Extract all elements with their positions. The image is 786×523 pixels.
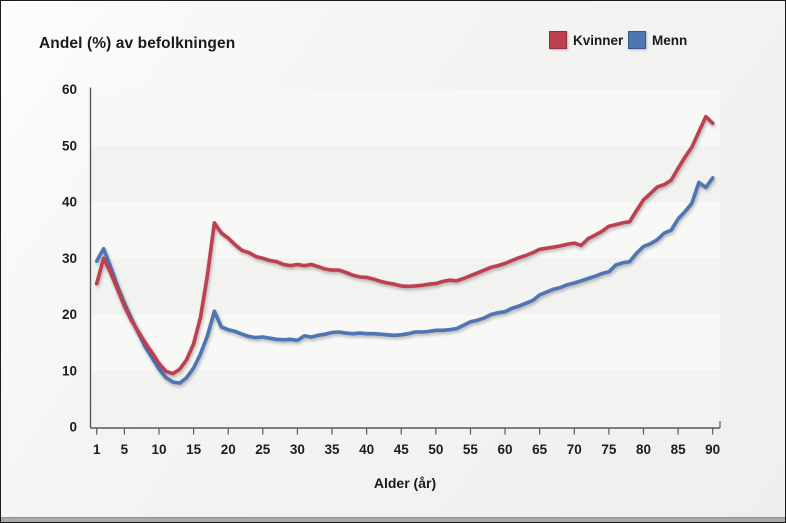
legend-label-menn: Menn	[652, 32, 688, 48]
y-tick-label: 10	[62, 363, 77, 378]
menn-color-swatch	[628, 31, 646, 49]
y-tick-label: 30	[62, 251, 77, 266]
x-tick-label: 65	[532, 442, 548, 457]
x-tick-label: 60	[498, 442, 513, 457]
legend-item-menn: Menn	[628, 31, 687, 49]
x-tick-label: 30	[290, 442, 305, 457]
y-tick-label: 50	[62, 138, 77, 153]
kvinner-color-swatch	[549, 31, 567, 49]
grid-band	[91, 370, 720, 427]
y-tick-label: 20	[62, 307, 77, 322]
y-tick-label: 40	[62, 195, 77, 210]
x-tick-label: 55	[463, 442, 479, 457]
y-tick-label: 0	[69, 420, 77, 435]
x-tick-label: 20	[221, 442, 236, 457]
legend-label-kvinner: Kvinner	[573, 32, 624, 48]
grid-band	[91, 89, 720, 146]
grid-band	[91, 202, 720, 259]
x-tick-label: 25	[255, 442, 271, 457]
footer-bar	[1, 517, 785, 522]
series-line-menn	[94, 176, 715, 385]
x-tick-label: 40	[359, 442, 374, 457]
x-tick-label: 1	[93, 442, 101, 457]
x-tick-label: 70	[567, 442, 582, 457]
x-tick-label: 85	[671, 442, 687, 457]
x-tick-label: 35	[325, 442, 341, 457]
x-tick-label: 45	[394, 442, 410, 457]
legend-item-kvinner: Kvinner	[549, 31, 623, 49]
x-tick-label: 10	[151, 442, 166, 457]
x-tick-label: 80	[636, 442, 651, 457]
x-tick-label: 75	[601, 442, 617, 457]
grid-band	[91, 145, 720, 203]
series-line-kvinner	[94, 114, 715, 376]
x-tick-label: 5	[121, 442, 129, 457]
chart-title: Andel (%) av befolkningen	[39, 35, 236, 52]
x-tick-label: 15	[186, 442, 202, 457]
x-tick-label: 90	[705, 442, 720, 457]
x-tick-label: 50	[428, 442, 443, 457]
y-tick-label: 60	[62, 82, 77, 97]
x-axis-title: Alder (år)	[373, 475, 437, 491]
